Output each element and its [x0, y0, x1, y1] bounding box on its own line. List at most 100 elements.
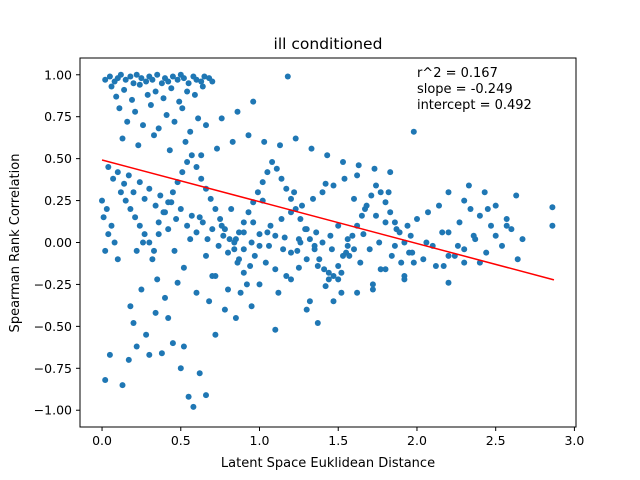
- data-point: [140, 239, 146, 246]
- data-point: [125, 172, 132, 179]
- data-point: [240, 229, 247, 236]
- data-point: [391, 219, 398, 226]
- data-point: [158, 350, 165, 357]
- data-point: [133, 247, 140, 254]
- data-point: [369, 281, 376, 288]
- data-point: [481, 189, 488, 196]
- data-point: [165, 315, 172, 321]
- data-point: [256, 281, 263, 288]
- data-point: [368, 192, 375, 199]
- data-point: [193, 229, 200, 236]
- data-point: [283, 185, 290, 192]
- data-point: [256, 242, 263, 249]
- data-point: [425, 209, 431, 216]
- data-point: [154, 71, 161, 78]
- data-point: [264, 169, 271, 176]
- data-point: [130, 80, 137, 87]
- data-point: [357, 259, 364, 266]
- data-point: [133, 343, 140, 350]
- scatter-points: [99, 71, 556, 410]
- data-point: [382, 219, 389, 226]
- data-point: [436, 202, 442, 209]
- data-point: [377, 266, 384, 273]
- y-tick-label: 1.00: [44, 67, 72, 82]
- data-point: [262, 259, 269, 266]
- data-point: [102, 247, 109, 254]
- data-point: [445, 252, 452, 259]
- data-point: [261, 138, 268, 145]
- data-point: [322, 283, 329, 290]
- data-point: [193, 289, 200, 296]
- data-point: [99, 197, 105, 204]
- data-point: [180, 75, 187, 82]
- data-point: [105, 231, 112, 238]
- data-point: [519, 236, 526, 243]
- data-point: [140, 122, 146, 129]
- data-point: [203, 252, 209, 259]
- data-point: [196, 370, 203, 377]
- data-point: [319, 189, 326, 196]
- data-point: [483, 249, 490, 256]
- data-point: [240, 269, 247, 276]
- data-point: [143, 78, 150, 85]
- data-point: [314, 263, 321, 269]
- data-point: [146, 351, 153, 358]
- data-point: [456, 219, 463, 226]
- data-point: [185, 80, 192, 87]
- data-point: [136, 81, 143, 88]
- y-tick-label: 0.25: [44, 193, 72, 208]
- data-point: [385, 189, 392, 196]
- data-point: [236, 229, 242, 236]
- data-point: [176, 98, 183, 105]
- data-point: [193, 164, 200, 170]
- data-point: [122, 76, 129, 83]
- data-point: [313, 229, 320, 236]
- data-point: [454, 242, 461, 249]
- data-point: [335, 276, 342, 283]
- data-point: [272, 326, 279, 333]
- data-point: [135, 142, 142, 149]
- data-point: [284, 73, 291, 80]
- data-point: [254, 189, 261, 196]
- data-point: [229, 138, 236, 145]
- data-point: [499, 242, 505, 249]
- data-point: [327, 232, 334, 239]
- data-point: [273, 165, 280, 172]
- data-point: [199, 83, 206, 90]
- data-point: [549, 222, 556, 229]
- data-point: [114, 169, 121, 176]
- x-tick-label: 1.0: [250, 433, 270, 448]
- data-point: [130, 320, 137, 326]
- data-point: [251, 252, 258, 259]
- data-point: [221, 226, 228, 233]
- data-point: [503, 222, 510, 229]
- data-point: [127, 73, 134, 80]
- data-point: [237, 289, 244, 296]
- data-point: [174, 76, 181, 83]
- data-point: [269, 159, 276, 165]
- y-tick-label: −0.50: [34, 319, 72, 334]
- y-tick-label: 0.00: [44, 235, 72, 250]
- data-point: [360, 231, 367, 238]
- data-point: [295, 264, 302, 271]
- data-point: [492, 232, 499, 239]
- data-point: [130, 189, 137, 196]
- x-tick-label: 3.0: [564, 433, 584, 448]
- data-point: [193, 76, 200, 83]
- data-point: [168, 85, 175, 92]
- data-point: [311, 246, 318, 253]
- data-point: [195, 115, 202, 122]
- data-point: [114, 256, 121, 263]
- data-point: [132, 108, 139, 115]
- data-point: [445, 189, 452, 196]
- data-point: [163, 112, 170, 118]
- data-point: [349, 232, 356, 239]
- data-point: [280, 246, 287, 253]
- data-point: [165, 78, 172, 85]
- data-point: [467, 206, 474, 212]
- data-point: [445, 229, 452, 236]
- data-point: [382, 266, 389, 273]
- data-point: [325, 276, 332, 283]
- data-point: [203, 122, 209, 129]
- data-point: [220, 232, 227, 239]
